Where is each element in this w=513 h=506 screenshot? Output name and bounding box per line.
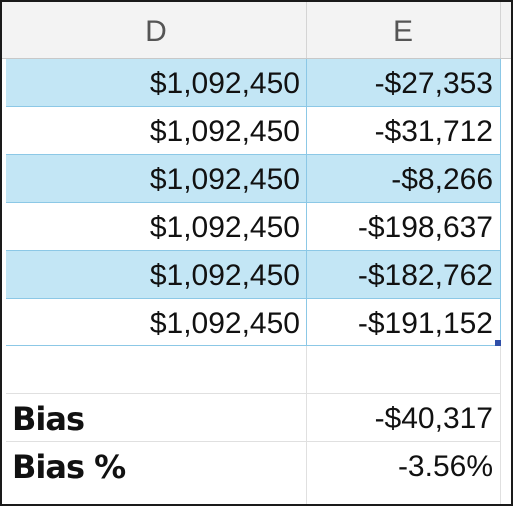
column-separator[interactable] bbox=[306, 2, 307, 58]
cell-d[interactable] bbox=[6, 346, 306, 393]
column-divider bbox=[306, 59, 307, 346]
table-row: $1,092,450 -$8,266 bbox=[2, 155, 511, 202]
cell-e[interactable]: -$27,353 bbox=[374, 67, 493, 100]
column-header-bar: D E bbox=[2, 2, 511, 59]
cell-d[interactable]: $1,092,450 bbox=[149, 211, 300, 244]
row-divider bbox=[6, 393, 500, 394]
cell-e[interactable]: -$31,712 bbox=[374, 115, 493, 148]
bias-percent-value[interactable]: -3.56% bbox=[397, 450, 493, 483]
empty-row bbox=[2, 346, 511, 393]
summary-row-bias: Bias -$40,317 bbox=[2, 394, 511, 441]
cell-e[interactable]: -$182,762 bbox=[357, 259, 493, 292]
row-divider bbox=[6, 345, 500, 346]
table-row-band bbox=[6, 251, 500, 298]
table-row: $1,092,450 -$182,762 bbox=[2, 251, 511, 298]
bias-label[interactable]: Bias bbox=[12, 400, 85, 438]
cell-d[interactable]: $1,092,450 bbox=[149, 307, 300, 340]
cell-e[interactable]: -$191,152 bbox=[357, 307, 493, 340]
column-header-e[interactable]: E bbox=[392, 15, 413, 48]
cell-area: $1,092,450 -$27,353 $1,092,450 -$31,712 … bbox=[2, 59, 511, 504]
column-header-d[interactable]: D bbox=[145, 15, 167, 48]
fill-handle[interactable] bbox=[495, 340, 501, 346]
table-row: $1,092,450 -$191,152 bbox=[2, 299, 511, 346]
table-row-band bbox=[6, 59, 500, 106]
row-divider bbox=[6, 154, 500, 155]
row-divider bbox=[6, 202, 500, 203]
cell-e[interactable] bbox=[307, 346, 499, 393]
column-divider bbox=[500, 346, 501, 504]
row-divider bbox=[6, 106, 500, 107]
cell-e[interactable]: -$198,637 bbox=[357, 211, 493, 244]
table-row: $1,092,450 -$198,637 bbox=[2, 203, 511, 250]
row-divider bbox=[6, 298, 500, 299]
column-divider bbox=[306, 346, 307, 504]
column-separator[interactable] bbox=[500, 2, 501, 58]
table-row: $1,092,450 -$27,353 bbox=[2, 59, 511, 106]
cell-e[interactable]: -$8,266 bbox=[391, 163, 493, 196]
summary-row-bias-percent: Bias % -3.56% bbox=[2, 442, 511, 489]
cell-d[interactable]: $1,092,450 bbox=[149, 115, 300, 148]
row-divider bbox=[6, 250, 500, 251]
bias-percent-label[interactable]: Bias % bbox=[12, 448, 126, 486]
cell-d[interactable]: $1,092,450 bbox=[149, 163, 300, 196]
table-row: $1,092,450 -$31,712 bbox=[2, 107, 511, 154]
bias-value[interactable]: -$40,317 bbox=[374, 402, 493, 435]
column-divider bbox=[500, 59, 501, 346]
cell-d[interactable]: $1,092,450 bbox=[149, 67, 300, 100]
table-row-band bbox=[6, 155, 500, 202]
cell-d[interactable]: $1,092,450 bbox=[149, 259, 300, 292]
row-divider bbox=[6, 441, 500, 442]
